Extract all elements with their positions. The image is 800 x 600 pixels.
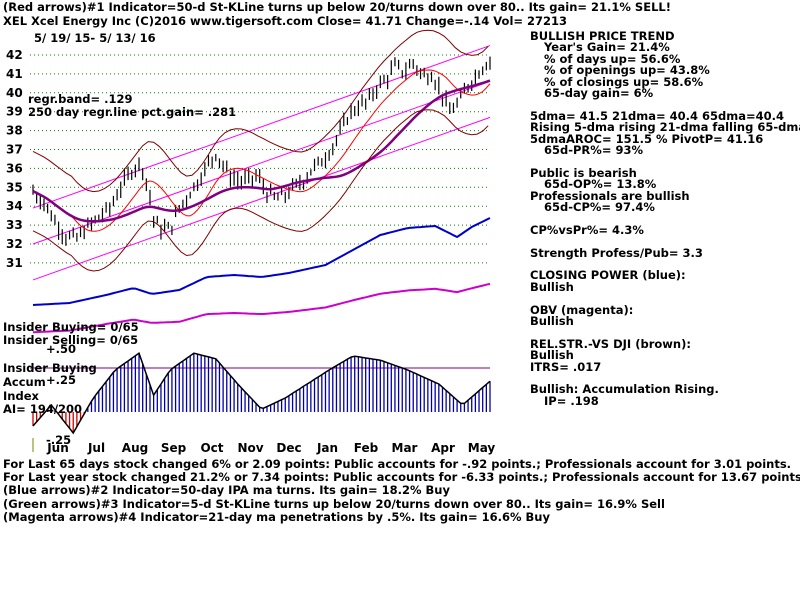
- closing-power-line: [32, 217, 491, 306]
- x-tick-label: Mar: [392, 441, 418, 455]
- x-tick-label: Aug: [122, 441, 148, 455]
- y-tick-label: 34: [6, 199, 23, 213]
- regression-channel-line: [32, 45, 491, 209]
- date-range: 5/ 19/ 15- 5/ 13/ 16: [34, 31, 156, 45]
- side-panel-line: Public is bearish: [530, 165, 637, 180]
- side-panel-line: 5dmaAROC= 151.5 % PivotP= 41.16: [530, 131, 764, 146]
- side-panel-line: CP%vsPr%= 4.3%: [530, 222, 644, 237]
- y-tick-label: 31: [6, 256, 23, 270]
- header-signal-line: (Red arrows)#1 Indicator=50-d St-KLine t…: [3, 0, 671, 14]
- x-tick-label: Dec: [276, 441, 301, 455]
- footer-line: For Last 65 days stock changed 6% or 2.0…: [3, 457, 792, 471]
- y-tick-label: 38: [6, 124, 23, 138]
- insider-buying-label: Insider Buying: [3, 361, 97, 375]
- side-panel-line: Rising 5-dma rising 21-dma falling 65-dm…: [530, 120, 800, 135]
- y-tick-label: 39: [6, 105, 23, 119]
- x-tick-label: Feb: [354, 441, 379, 455]
- side-panel-line: Bullish: [530, 348, 574, 363]
- level-minus25: -.25: [46, 433, 72, 447]
- header-quote-line: XEL Xcel Energy Inc (C)2016 www.tigersof…: [3, 14, 568, 28]
- side-panel-line: REL.STR.-VS DJI (brown):: [530, 336, 691, 351]
- level-plus25: +.25: [46, 373, 77, 387]
- y-tick-label: 40: [6, 86, 23, 100]
- insider-selling-count: Insider Selling= 0/65: [3, 333, 139, 347]
- regression-channel-line: [32, 116, 491, 281]
- side-panel-line: CLOSING POWER (blue):: [530, 268, 686, 283]
- side-panel-line: % of openings up= 43.8%: [544, 63, 710, 78]
- side-panel-line: 65d-PR%= 93%: [544, 143, 643, 157]
- y-tick-label: 32: [6, 237, 23, 251]
- ma65-line: [32, 79, 491, 223]
- side-panel-line: 65-day gain= 6%: [544, 86, 654, 100]
- side-panel-line: 65d-OP%= 13.8%: [544, 177, 657, 192]
- y-tick-label: 42: [6, 48, 23, 62]
- x-tick-label: Jan: [316, 441, 338, 455]
- side-panel-line: % of closings up= 58.6%: [544, 74, 704, 89]
- index-label: Index: [3, 389, 39, 403]
- ma21-line: [32, 69, 491, 232]
- footer-line: (Blue arrows)#2 Indicator=50-day IPA ma …: [3, 483, 450, 498]
- side-panel-line: ITRS= .017: [530, 359, 602, 374]
- upper-band: [32, 29, 489, 193]
- x-tick-label: Apr: [431, 441, 455, 455]
- side-panel-line: OBV (magenta):: [530, 302, 634, 317]
- accum-index-line: [32, 352, 491, 435]
- level-plus50: +.50: [46, 342, 77, 356]
- regr-band-label: regr.band= .129: [28, 92, 133, 106]
- side-panel-line: 5dma= 41.5 21dma= 40.4 65dma=40.4: [530, 108, 784, 123]
- side-panel-line: Bullish: Accumulation Rising.: [530, 382, 719, 397]
- accum-label: Accum: [3, 375, 46, 389]
- footer-line: (Green arrows)#3 Indicator=5-d St-KLine …: [3, 496, 665, 511]
- side-panel-line: Year's Gain= 21.4%: [544, 40, 670, 55]
- lower-band: [32, 109, 489, 272]
- y-tick-label: 35: [6, 180, 23, 194]
- y-tick-label: 33: [6, 218, 23, 232]
- y-tick-label: 36: [6, 161, 23, 175]
- y-tick-label: 37: [6, 143, 23, 157]
- x-tick-label: Jul: [87, 441, 105, 455]
- ai-label: AI= 194/200: [3, 402, 83, 416]
- side-panel-line: BULLISH PRICE TREND: [530, 29, 675, 43]
- x-tick-label: Nov: [237, 441, 263, 455]
- side-panel-line: 65d-CP%= 97.4%: [544, 200, 655, 214]
- footer-line: (Magenta arrows)#4 Indicator=21-day ma p…: [3, 509, 550, 524]
- x-tick-label: Jun: [46, 441, 69, 455]
- regression-channel-line: [32, 80, 491, 245]
- side-panel-line: Bullish: [530, 279, 574, 294]
- side-panel-line: Professionals are bullish: [530, 188, 690, 203]
- insider-buying-count: Insider Buying= 0/65: [3, 320, 139, 334]
- x-tick-label: Oct: [200, 441, 223, 455]
- x-tick-label: May: [468, 441, 496, 455]
- x-tick-label: Sep: [161, 441, 187, 455]
- side-panel-line: Strength Profess/Pub= 3.3: [530, 245, 703, 260]
- side-panel-line: Bullish: [530, 314, 574, 328]
- y-tick-label: 41: [6, 67, 23, 81]
- side-panel-line: IP= .198: [544, 393, 599, 408]
- side-panel-line: % of days up= 56.6%: [544, 51, 681, 66]
- obv-line: [32, 282, 491, 334]
- footer-line: For Last year stock changed 21.2% or 7.3…: [3, 470, 800, 485]
- regr-gain-label: 250 day regr.line pct.gain= .281: [28, 105, 237, 119]
